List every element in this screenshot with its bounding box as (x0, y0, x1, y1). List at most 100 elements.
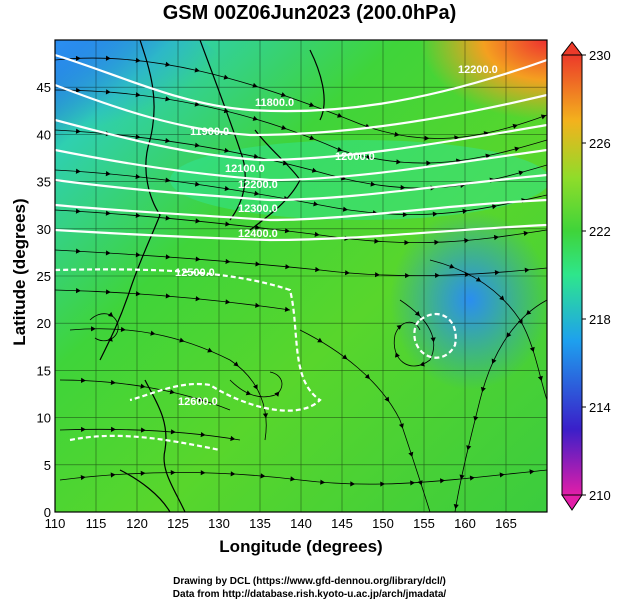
streamline-arrow (105, 210, 111, 216)
streamline-arrow (405, 272, 410, 279)
contour-label: 12200.0 (238, 179, 278, 191)
streamline-arrow (255, 224, 261, 230)
streamline-arrow (404, 239, 410, 246)
streamline-arrow (75, 248, 81, 254)
streamline-arrow (225, 299, 231, 305)
x-tick-label: 135 (249, 516, 271, 531)
streamline-arrow (398, 423, 404, 429)
x-tick-label: 115 (86, 516, 107, 531)
streamline-arrow (110, 472, 116, 478)
x-tick-label: 150 (372, 516, 394, 531)
streamline-arrow (506, 332, 512, 338)
y-axis-label: Latitude (degrees) (10, 198, 29, 346)
streamline-arrow (526, 309, 532, 315)
streamline-arrow (75, 87, 81, 93)
streamline-arrow (512, 123, 518, 129)
streamline-arrow (135, 57, 141, 63)
streamline-arrow (309, 135, 315, 141)
streamline-arrow (350, 481, 356, 487)
streamline (229, 371, 283, 398)
streamline-arrow (165, 215, 171, 221)
y-tick-label: 30 (37, 222, 51, 237)
streamline-arrow (432, 211, 438, 217)
lat-lon-grid (55, 40, 547, 512)
streamline-arrow (224, 185, 230, 192)
streamline-arrow (280, 92, 287, 98)
streamline-arrow (255, 261, 261, 267)
streamline-arrow (260, 473, 266, 479)
streamline-arrow (111, 426, 116, 432)
streamline-arrow (165, 293, 171, 299)
chart-title: GSM 00Z06Jun2023 (200.0hPa) (162, 2, 457, 24)
streamline-arrow (140, 427, 146, 433)
streamline-arrow (396, 159, 402, 165)
y-tick-label: 15 (37, 363, 51, 378)
streamline-arrow (245, 390, 252, 396)
streamline-arrow (529, 346, 535, 353)
streamline-arrow (80, 377, 86, 383)
streamline-arrow (317, 337, 323, 343)
streamline-arrow (105, 289, 111, 295)
streamline-arrow (165, 254, 171, 260)
streamline-arrow (165, 96, 171, 102)
streamline-arrow (135, 173, 141, 180)
colorbar-tick-label: 222 (589, 224, 611, 239)
streamline-arrow (140, 470, 146, 476)
streamline-arrow (198, 396, 204, 402)
streamline-arrow (75, 288, 81, 294)
streamline-arrow (313, 201, 319, 207)
streamline-arrow (464, 238, 470, 244)
contour-label: 12300.0 (238, 203, 278, 215)
streamline-arrow (342, 206, 348, 212)
streamline-arrow (524, 267, 530, 273)
streamline-arrow (485, 153, 491, 159)
y-tick-label: 20 (37, 316, 51, 331)
streamline-arrow (364, 373, 370, 380)
x-axis: 110 115 120 125 130 135 140 145 150 155 160 165 (45, 516, 517, 531)
x-tick-label: 125 (167, 516, 189, 531)
streamline-arrow (466, 445, 472, 451)
y-tick-label: 25 (37, 269, 51, 284)
contour-label: 12000.0 (335, 151, 375, 163)
streamline-arrow (195, 256, 201, 262)
streamline-arrow (253, 153, 259, 159)
streamline-arrow (417, 480, 423, 486)
streamline-arrow (233, 361, 239, 367)
credit-drawing: Drawing by DCL (https://www.gfd-dennou.o… (173, 576, 446, 587)
streamline-arrow (414, 311, 420, 317)
colorbar: 230 226 222 218 214 210 (560, 41, 611, 511)
streamline-arrow (439, 478, 445, 484)
streamline-arrow (494, 270, 500, 276)
streamline-arrow (194, 101, 200, 107)
colorbar-tick-label: 226 (589, 136, 611, 151)
streamline-arrow (135, 134, 141, 140)
streamline-arrow (529, 469, 535, 475)
streamline-arrow (491, 358, 497, 364)
streamline-arrow (75, 168, 81, 174)
streamline-arrow (195, 218, 201, 224)
streamline-arrow (81, 426, 86, 433)
streamline-arrow (453, 504, 459, 510)
streamline-arrow (252, 82, 258, 88)
streamline-arrow (419, 361, 425, 367)
streamline-arrow (165, 138, 171, 144)
streamline-arrow (135, 252, 141, 258)
streamline-arrow (284, 306, 290, 312)
colorbar-tick-label: 210 (589, 488, 611, 503)
contour-label: 11900.0 (190, 126, 229, 138)
streamline-arrow (523, 230, 529, 236)
x-tick-label: 165 (495, 516, 517, 531)
streamline (89, 313, 119, 342)
streamline-arrow (194, 142, 200, 148)
streamline-arrow (464, 271, 470, 278)
y-tick-label: 45 (37, 80, 51, 95)
streamline-arrow (224, 147, 230, 153)
y-tick-label: 10 (37, 411, 51, 426)
streamline-arrow (254, 190, 260, 196)
streamline-arrow (91, 326, 96, 332)
streamline-arrow (475, 276, 482, 282)
streamline-arrow (337, 112, 343, 118)
streamline-arrow (150, 330, 156, 336)
y-tick-label: 40 (37, 127, 51, 142)
cool-region-east (390, 210, 547, 390)
